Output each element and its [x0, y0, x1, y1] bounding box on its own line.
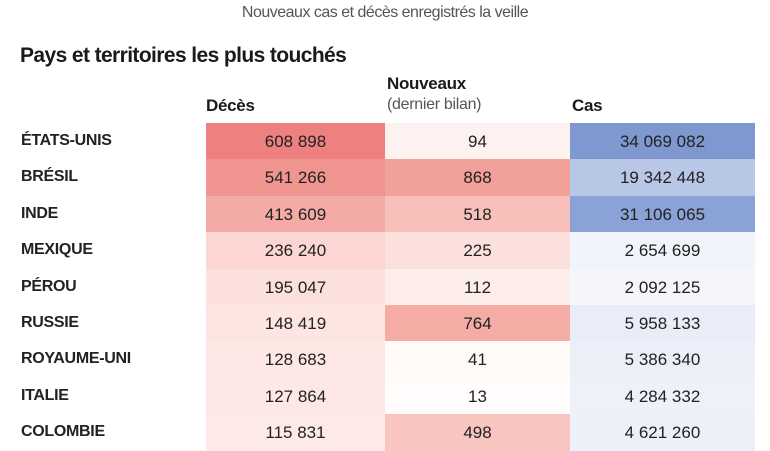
cell-deces: 115 831 [206, 414, 385, 451]
table-row: RUSSIE 148 419 764 5 958 133 [0, 305, 770, 342]
cell-nouveaux: 94 [385, 123, 570, 160]
cell-cas: 2 092 125 [570, 268, 755, 306]
country-label: ITALIE [21, 386, 69, 404]
cell-cas: 19 342 448 [570, 159, 755, 197]
cell-deces: 541 266 [206, 159, 385, 197]
cell-nouveaux: 518 [385, 195, 570, 233]
country-label: COLOMBIE [21, 423, 105, 441]
cell-nouveaux: 112 [385, 268, 570, 306]
cell-deces: 195 047 [206, 268, 385, 306]
cell-deces: 127 864 [206, 377, 385, 415]
header-cas: Cas [572, 96, 603, 115]
table-title: Pays et territoires les plus touchés [20, 44, 347, 67]
cell-cas: 5 386 340 [570, 341, 755, 379]
cell-deces: 128 683 [206, 341, 385, 379]
country-label: ROYAUME-UNI [21, 350, 131, 368]
cell-cas: 4 621 260 [570, 414, 755, 451]
cell-deces: 148 419 [206, 305, 385, 342]
cell-cas: 5 958 133 [570, 305, 755, 342]
cell-nouveaux: 764 [385, 305, 570, 342]
table-row: INDE 413 609 518 31 106 065 [0, 195, 770, 233]
country-label: PÉROU [21, 277, 77, 295]
cell-cas: 4 284 332 [570, 377, 755, 415]
header-deces: Décès [206, 96, 255, 115]
country-label: MEXIQUE [21, 241, 93, 259]
cell-cas: 31 106 065 [570, 195, 755, 233]
country-label: RUSSIE [21, 314, 79, 331]
country-label: BRÉSIL [21, 168, 78, 186]
table-row: MEXIQUE 236 240 225 2 654 699 [0, 232, 770, 270]
cell-deces: 413 609 [206, 195, 385, 233]
table-row: ÉTATS-UNIS 608 898 94 34 069 082 [0, 123, 770, 160]
table-row: ITALIE 127 864 13 4 284 332 [0, 377, 770, 415]
table-row: COLOMBIE 115 831 498 4 621 260 [0, 414, 770, 451]
cell-deces: 608 898 [206, 123, 385, 160]
cell-nouveaux: 868 [385, 159, 570, 197]
table-row: ROYAUME-UNI 128 683 41 5 386 340 [0, 341, 770, 379]
cell-nouveaux: 225 [385, 232, 570, 270]
header-nouveaux-sublabel: (dernier bilan) [387, 96, 482, 113]
cell-nouveaux: 13 [385, 377, 570, 415]
cell-nouveaux: 41 [385, 341, 570, 379]
subtitle: Nouveaux cas et décès enregistrés la vei… [241, 4, 529, 21]
country-label: INDE [21, 204, 59, 222]
header-nouveaux: Nouveaux (dernier bilan) [387, 74, 482, 113]
cell-deces: 236 240 [206, 232, 385, 270]
table-row: BRÉSIL 541 266 868 19 342 448 [0, 159, 770, 197]
cell-cas: 34 069 082 [570, 123, 755, 160]
cell-cas: 2 654 699 [570, 232, 755, 270]
table-row: PÉROU 195 047 112 2 092 125 [0, 268, 770, 306]
country-label: ÉTATS-UNIS [21, 132, 112, 149]
cell-nouveaux: 498 [385, 414, 570, 451]
